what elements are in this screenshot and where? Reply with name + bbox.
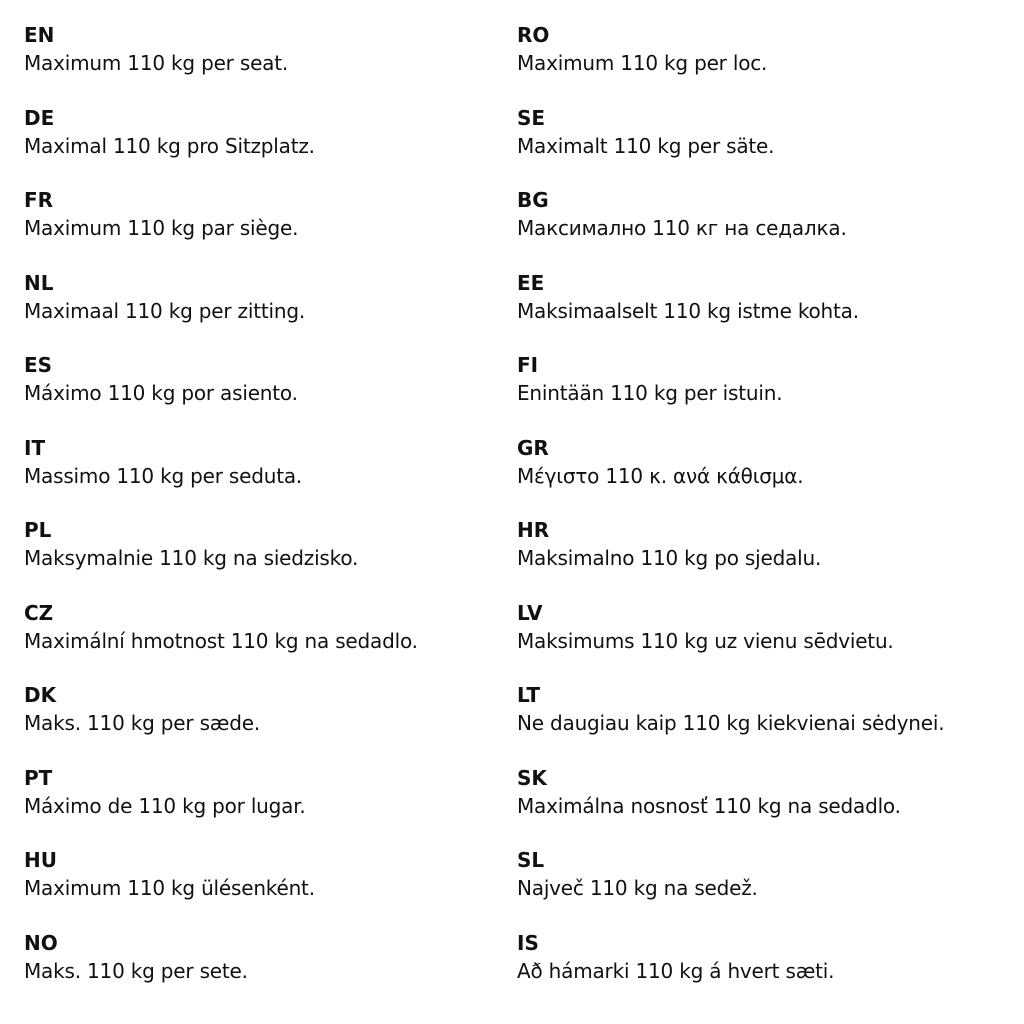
language-entry-is: IS Að hámarki 110 kg á hvert sæti. — [517, 929, 944, 1012]
language-code: PL — [24, 518, 52, 542]
weight-limit-text: Maximal 110 kg pro Sitzplatz. — [24, 133, 315, 158]
weight-limit-text: Maximalt 110 kg per säte. — [517, 133, 775, 158]
language-code: EN — [24, 23, 55, 47]
weight-limit-text: Enintään 110 kg per istuin. — [517, 381, 783, 405]
weight-limit-text: Að hámarki 110 kg á hvert sæti. — [517, 958, 835, 983]
language-code: RO — [517, 23, 550, 47]
weight-limit-text: Maksimalno 110 kg po sjedalu. — [517, 546, 822, 570]
weight-limit-text: Máximo 110 kg por asiento. — [24, 381, 298, 405]
language-code: SE — [517, 105, 546, 130]
language-code: CZ — [24, 600, 54, 625]
language-code: EE — [517, 270, 545, 295]
right-column: RO Maximum 110 kg per loc. SE Maximalt 110 … — [517, 21, 945, 1012]
weight-limit-text: Največ 110 kg na sedež. — [517, 876, 758, 900]
weight-limit-text: Максимално 110 кг на седалка. — [517, 216, 847, 240]
language-entry-nl: NL Maximaal 110 kg per zitting. — [24, 269, 418, 352]
left-column: EN Maximum 110 kg per seat. DE Maximal 110 … — [24, 21, 418, 1011]
language-entry-pl: PL Maksymalnie 110 kg na siedzisko. — [24, 516, 418, 599]
language-code: SL — [517, 848, 545, 872]
language-entry-se: SE Maximalt 110 kg per säte. — [517, 104, 944, 187]
weight-limit-text: Maksimaalselt 110 kg istme kohta. — [517, 298, 859, 323]
language-code: FI — [517, 353, 539, 377]
language-entry-cz: CZ Maximální hmotnost 110 kg na sedadlo. — [24, 599, 418, 682]
language-entry-es: ES Máximo 110 kg por asiento. — [24, 351, 418, 434]
language-entry-it: IT Massimo 110 kg per seduta. — [24, 434, 418, 517]
language-code: DE — [24, 105, 55, 130]
weight-limit-text: Maximum 110 kg per loc. — [517, 51, 768, 75]
language-entry-hr: HR Maksimalno 110 kg po sjedalu. — [517, 516, 944, 599]
language-entry-no: NO Maks. 110 kg per sete. — [24, 929, 418, 1012]
language-code: LV — [517, 600, 543, 625]
language-code: SK — [517, 765, 547, 790]
language-entry-lt: LT Ne daugiau kaip 110 kg kiekvienai sėdy… — [517, 681, 945, 764]
weight-limit-text: Μέγιστο 110 κ. ανά κάθισμα. — [517, 463, 804, 488]
weight-limit-text: Máximo de 110 kg por lugar. — [24, 793, 306, 818]
language-code: FR — [24, 188, 54, 212]
weight-limit-text: Massimo 110 kg per seduta. — [24, 463, 303, 488]
weight-limit-text: Ne daugiau kaip 110 kg kiekvienai sėdyne… — [517, 711, 945, 735]
language-entry-pt: PT Máximo de 110 kg por lugar. — [24, 764, 418, 847]
weight-limit-text: Maksimums 110 kg uz vienu sēdvietu. — [517, 628, 894, 653]
weight-limit-text: Maximaal 110 kg per zitting. — [24, 298, 305, 323]
language-code: DK — [24, 683, 57, 707]
language-entry-fi: FI Enintään 110 kg per istuin. — [517, 351, 944, 434]
language-code: ES — [24, 353, 53, 377]
language-code: NL — [24, 270, 54, 295]
language-entry-sk: SK Maximálna nosnosť 110 kg na sedadlo. — [517, 764, 944, 847]
language-entry-sl: SL Največ 110 kg na sedež. — [517, 846, 944, 929]
weight-limit-text: Maximum 110 kg par siège. — [24, 216, 299, 240]
weight-limit-text: Maks. 110 kg per sete. — [24, 958, 248, 983]
language-entry-dk: DK Maks. 110 kg per sæde. — [24, 681, 418, 764]
language-entry-ro: RO Maximum 110 kg per loc. — [517, 21, 944, 104]
language-code: NO — [24, 930, 58, 955]
language-code: LT — [517, 683, 541, 707]
language-entry-hu: HU Maximum 110 kg ülésenként. — [24, 846, 418, 929]
language-entry-ee: EE Maksimaalselt 110 kg istme kohta. — [517, 269, 944, 352]
language-code: HR — [517, 518, 550, 542]
language-code: HU — [24, 848, 57, 872]
weight-limit-text: Maximum 110 kg ülésenként. — [24, 876, 315, 900]
language-code: IS — [517, 930, 539, 955]
weight-limit-text: Maks. 110 kg per sæde. — [24, 711, 260, 735]
language-code: GR — [517, 435, 549, 460]
language-entry-en: EN Maximum 110 kg per seat. — [24, 21, 418, 104]
language-entry-de: DE Maximal 110 kg pro Sitzplatz. — [24, 104, 418, 187]
language-code: IT — [24, 435, 46, 460]
language-entry-lv: LV Maksimums 110 kg uz vienu sēdvietu. — [517, 599, 944, 682]
weight-limit-text: Maximum 110 kg per seat. — [24, 51, 289, 75]
language-entry-bg: BG Максимално 110 кг на седалка. — [517, 186, 944, 269]
language-code: BG — [517, 188, 549, 212]
weight-limit-text: Maximální hmotnost 110 kg na sedadlo. — [24, 628, 418, 653]
weight-limit-text: Maximálna nosnosť 110 kg na sedadlo. — [517, 793, 901, 818]
language-code: PT — [24, 765, 53, 790]
language-entry-fr: FR Maximum 110 kg par siège. — [24, 186, 418, 269]
weight-limit-text: Maksymalnie 110 kg na siedzisko. — [24, 546, 359, 570]
language-entry-gr: GR Μέγιστο 110 κ. ανά κάθισμα. — [517, 434, 944, 517]
